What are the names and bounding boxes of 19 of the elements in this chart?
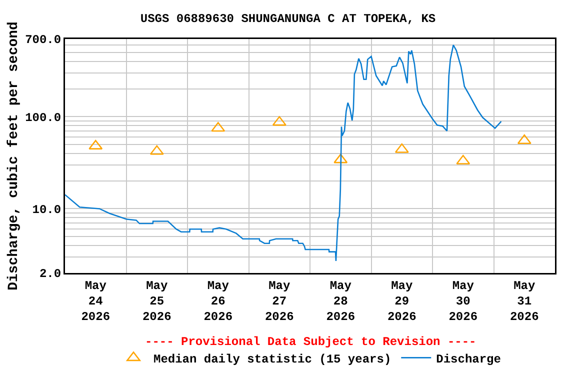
legend-label: Discharge — [436, 352, 501, 366]
y-tick-label: 700.0 — [25, 33, 62, 48]
x-tick-label: May 31 2026 — [510, 278, 539, 324]
y-tick-label: 10.0 — [32, 202, 62, 217]
x-tick-label: May 30 2026 — [448, 278, 478, 324]
y-tick-label: 100.0 — [25, 110, 62, 125]
line-series — [65, 44, 502, 262]
text: ---- Provisional Data Subject to Revision ---- — [145, 335, 476, 349]
y-axis-title: Discharge, cubic feet per second — [6, 22, 22, 290]
x-tick-label: May 27 2026 — [264, 278, 294, 324]
chart-title: USGS 06889630 SHUNGANUNGA C AT TOPEKA, KS — [140, 12, 436, 26]
x-tick-label: May 29 2026 — [387, 278, 416, 324]
y-tick-label: 2.0 — [39, 267, 62, 282]
point — [517, 134, 532, 144]
x-tick-label: May 25 2026 — [142, 278, 172, 324]
legend-label: Median daily statistic (15 years) — [154, 352, 392, 366]
x-tick-label: May 28 2026 — [326, 278, 356, 324]
x-tick-label: May 24 2026 — [81, 278, 110, 324]
x-tick-label: May 26 2026 — [204, 278, 233, 324]
